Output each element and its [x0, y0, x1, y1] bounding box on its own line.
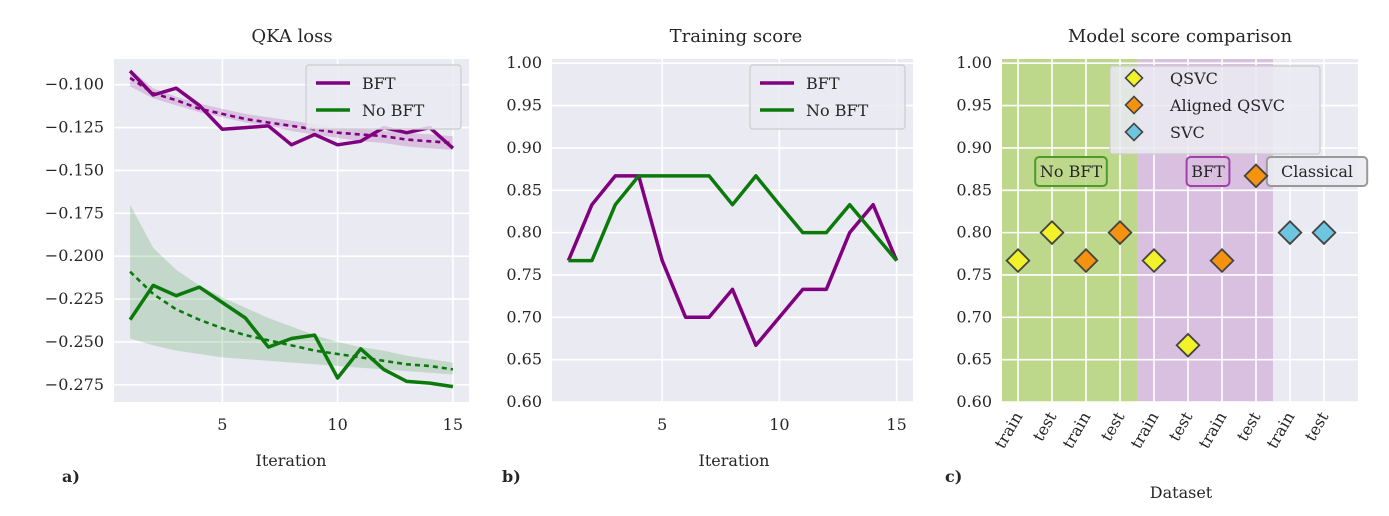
series-line: [128, 283, 454, 389]
x-tick-label: train: [1194, 409, 1230, 452]
chart-title: QKA loss: [251, 26, 332, 47]
legend-marker: [1124, 68, 1144, 88]
data-point: [1175, 332, 1201, 358]
y-tick-label: −0.225: [45, 289, 104, 308]
y-tick-label: 0.95: [506, 96, 542, 115]
legend-label: No BFT: [362, 101, 425, 120]
region-label: BFT: [1191, 162, 1225, 181]
fit-line: [129, 270, 454, 371]
y-tick-label: 0.60: [506, 392, 542, 411]
panel-label: c): [945, 467, 962, 486]
y-tick-label: 0.90: [956, 138, 992, 157]
data-point: [1311, 220, 1337, 246]
legend-label: No BFT: [806, 101, 869, 120]
legend: QSVC Aligned QSVC SVC: [1109, 65, 1321, 155]
y-tick-label: 0.85: [506, 180, 542, 199]
data-point: [1277, 220, 1303, 246]
y-tick-label: 0.80: [506, 223, 542, 242]
x-tick-label: train: [1058, 409, 1094, 452]
x-tick-label: train: [1126, 409, 1162, 452]
y-tick-label: −0.150: [45, 160, 104, 179]
legend: BFT No BFT: [749, 64, 906, 130]
x-axis-label: Iteration: [256, 451, 327, 470]
y-tick-label: 0.95: [956, 96, 992, 115]
legend-label: Aligned QSVC: [1169, 96, 1285, 115]
y-tick-label: 0.70: [956, 307, 992, 326]
panel-training-score: Training score 0.60 0.65 0.70 0.75 0.80 0.85 0…: [502, 26, 913, 486]
x-tick-label: 10: [327, 415, 347, 434]
region-label-box: [1185, 156, 1231, 187]
legend: BFT No BFT: [305, 64, 462, 130]
data-point: [1107, 220, 1133, 246]
region-label-box: [1265, 156, 1369, 187]
y-tick-label: 0.70: [506, 307, 542, 326]
panel-model-score-comparison: Model score comparison No BFT BFT Classica…: [945, 26, 1369, 502]
x-tick-label: 5: [657, 415, 667, 434]
y-tick-label: 1.00: [956, 53, 992, 72]
data-point: [1141, 247, 1167, 274]
y-tick-label: 0.75: [506, 265, 542, 284]
chart-title: Model score comparison: [1068, 26, 1293, 47]
y-tick-label: 0.75: [956, 265, 992, 284]
panel-qka-loss: QKA loss −0.100 −0.125 −0.150 −0.175 −0.200 −…: [45, 26, 469, 486]
chart-title: Training score: [670, 26, 803, 47]
y-tick-label: 0.80: [956, 223, 992, 242]
y-tick-label: −0.250: [45, 332, 104, 351]
x-tick-label: test: [1233, 408, 1265, 444]
x-tick-label: train: [990, 409, 1026, 452]
x-tick-label: 15: [886, 415, 906, 434]
x-axis-label: Dataset: [1150, 483, 1213, 502]
data-point: [1243, 163, 1269, 189]
series-line: [568, 174, 898, 263]
x-tick-label: 5: [217, 415, 227, 434]
legend-label: BFT: [806, 74, 840, 93]
y-tick-label: −0.275: [45, 375, 104, 394]
region-label-box: [1034, 156, 1108, 187]
y-tick-label: −0.100: [45, 75, 104, 94]
x-tick-label: test: [1097, 408, 1129, 444]
legend-label: SVC: [1170, 123, 1205, 142]
legend-marker: [1124, 95, 1144, 115]
panel-label: a): [62, 467, 80, 486]
y-tick-label: −0.175: [45, 203, 104, 222]
region-label: Classical: [1281, 162, 1353, 181]
series-line: [128, 69, 455, 150]
y-tick-label: 0.65: [506, 350, 542, 369]
y-tick-label: 0.60: [956, 392, 992, 411]
y-tick-label: 1.00: [506, 53, 542, 72]
x-tick-label: 10: [769, 415, 789, 434]
region-label: No BFT: [1040, 162, 1103, 181]
series-line: [566, 174, 899, 348]
legend-marker: [1124, 122, 1144, 142]
data-point: [1039, 220, 1065, 246]
x-axis-label: Iteration: [699, 451, 770, 470]
data-point: [1005, 247, 1031, 274]
y-tick-label: −0.200: [45, 246, 104, 265]
legend-label: QSVC: [1170, 69, 1218, 88]
y-tick-label: 0.90: [506, 138, 542, 157]
y-tick-label: −0.125: [45, 118, 104, 137]
data-point: [1073, 247, 1099, 274]
y-tick-label: 0.85: [956, 180, 992, 199]
x-tick-label: test: [1029, 408, 1061, 444]
x-tick-label: 15: [443, 415, 463, 434]
panel-label: b): [502, 467, 521, 486]
legend-label: BFT: [362, 74, 396, 93]
data-point: [1209, 247, 1235, 274]
x-tick-label: test: [1301, 408, 1333, 444]
confidence-band: [130, 204, 453, 375]
x-tick-label: test: [1165, 408, 1197, 444]
y-tick-label: 0.65: [956, 350, 992, 369]
x-tick-label: train: [1262, 409, 1298, 452]
